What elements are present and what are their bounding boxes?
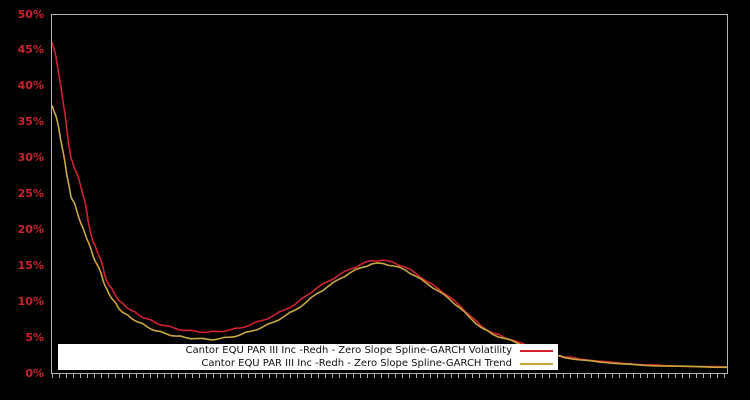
legend-item-trend: Cantor EQU PAR III Inc -Redh - Zero Slop… xyxy=(58,357,558,370)
legend-item-volatility: Cantor EQU PAR III Inc -Redh - Zero Slop… xyxy=(58,344,558,357)
trend-line-swatch xyxy=(520,362,553,365)
legend: Cantor EQU PAR III Inc -Redh - Zero Slop… xyxy=(58,344,558,370)
x-axis-ticks xyxy=(52,374,728,378)
y-tick-label: 45% xyxy=(17,43,44,57)
y-tick-label: 30% xyxy=(17,151,44,165)
y-tick-label: 15% xyxy=(17,259,44,273)
legend-label-volatility: Cantor EQU PAR III Inc -Redh - Zero Slop… xyxy=(185,345,512,356)
legend-label-trend: Cantor EQU PAR III Inc -Redh - Zero Slop… xyxy=(201,358,512,369)
series-line-volatility xyxy=(52,41,727,368)
y-tick-label: 5% xyxy=(25,331,44,345)
y-tick-label: 50% xyxy=(17,7,44,21)
series-line-trend xyxy=(52,104,727,369)
plot-area xyxy=(52,41,727,369)
volatility-line-swatch xyxy=(520,349,553,352)
y-tick-label: 0% xyxy=(25,367,44,380)
plot-frame xyxy=(51,14,728,374)
y-axis: 50% 45% 40% 35% 30% 25% 20% 15% 10% 5% 0% xyxy=(0,0,45,400)
y-tick-label: 35% xyxy=(17,115,44,129)
y-tick-label: 10% xyxy=(17,295,44,309)
y-tick-label: 40% xyxy=(17,79,44,93)
y-tick-label: 25% xyxy=(17,187,44,201)
y-tick-label: 20% xyxy=(17,223,44,237)
